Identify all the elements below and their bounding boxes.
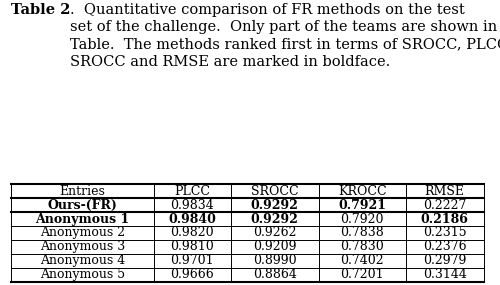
Text: 0.2315: 0.2315	[423, 227, 467, 239]
Text: 0.8864: 0.8864	[253, 268, 296, 281]
Text: Anonymous 1: Anonymous 1	[35, 213, 130, 225]
Text: SROCC: SROCC	[251, 185, 298, 198]
Text: 0.7402: 0.7402	[340, 255, 384, 267]
Text: RMSE: RMSE	[425, 185, 465, 198]
Text: 0.8990: 0.8990	[253, 255, 296, 267]
Text: 0.9701: 0.9701	[170, 255, 214, 267]
Text: Anonymous 2: Anonymous 2	[40, 227, 125, 239]
Text: 0.7830: 0.7830	[340, 241, 384, 253]
Text: 0.2227: 0.2227	[423, 199, 467, 211]
Text: 0.7920: 0.7920	[340, 213, 384, 225]
Text: Anonymous 4: Anonymous 4	[40, 255, 125, 267]
Text: 0.7838: 0.7838	[340, 227, 384, 239]
Text: 0.9810: 0.9810	[170, 241, 214, 253]
Text: 0.3144: 0.3144	[423, 268, 467, 281]
Text: 0.9262: 0.9262	[253, 227, 296, 239]
Text: 0.2186: 0.2186	[421, 213, 469, 225]
Text: Anonymous 5: Anonymous 5	[40, 268, 125, 281]
Text: PLCC: PLCC	[174, 185, 210, 198]
Text: 0.9840: 0.9840	[168, 213, 216, 225]
Text: 0.9820: 0.9820	[170, 227, 214, 239]
Text: .  Quantitative comparison of FR methods on the test
set of the challenge.  Only: . Quantitative comparison of FR methods …	[70, 3, 500, 69]
Text: 0.7201: 0.7201	[340, 268, 384, 281]
Text: Entries: Entries	[60, 185, 105, 198]
Text: KROCC: KROCC	[338, 185, 386, 198]
Text: 0.2979: 0.2979	[423, 255, 467, 267]
Text: Table 2: Table 2	[11, 3, 70, 17]
Text: 0.9666: 0.9666	[170, 268, 214, 281]
Text: 0.9834: 0.9834	[170, 199, 214, 211]
Text: 0.9292: 0.9292	[251, 199, 298, 211]
Text: 0.9292: 0.9292	[251, 213, 298, 225]
Text: Ours-(FR): Ours-(FR)	[48, 199, 117, 211]
Text: Anonymous 3: Anonymous 3	[40, 241, 125, 253]
Text: 0.2376: 0.2376	[423, 241, 467, 253]
Text: 0.9209: 0.9209	[253, 241, 296, 253]
Text: 0.7921: 0.7921	[338, 199, 386, 211]
